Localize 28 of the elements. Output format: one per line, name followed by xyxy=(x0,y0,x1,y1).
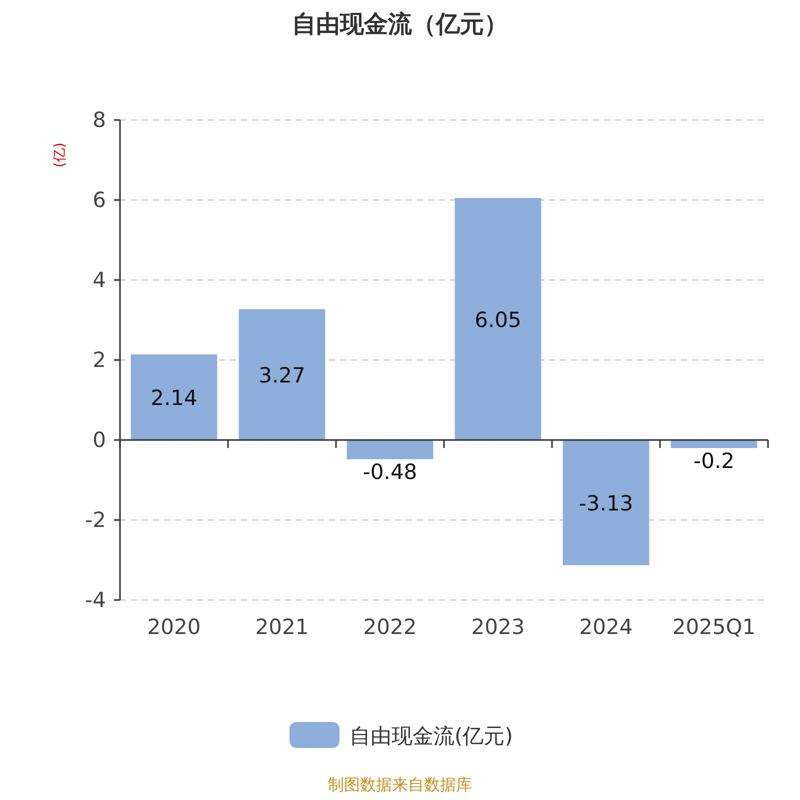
x-tick-label: 2022 xyxy=(363,615,417,639)
chart-title: 自由现金流（亿元） xyxy=(292,10,508,38)
x-tick-label: 2020 xyxy=(147,615,201,639)
y-tick-label: 4 xyxy=(92,268,106,292)
bar xyxy=(454,198,542,440)
data-label: -0.48 xyxy=(362,460,418,484)
bar xyxy=(238,309,326,440)
data-label: -0.2 xyxy=(694,449,734,473)
bar xyxy=(562,440,650,566)
y-tick-label: 2 xyxy=(92,348,106,372)
bar xyxy=(130,354,218,440)
data-label: 2.14 xyxy=(150,386,198,410)
y-tick-label: -4 xyxy=(85,588,106,612)
x-tick-label: 2024 xyxy=(579,615,633,639)
x-tick-label: 2023 xyxy=(471,615,525,639)
legend-label: 自由现金流(亿元) xyxy=(350,724,513,748)
x-tick-label: 2025Q1 xyxy=(672,615,756,639)
data-label: 3.27 xyxy=(258,364,306,388)
data-label: -3.13 xyxy=(578,492,634,516)
text: 制图数据来自数据库 xyxy=(328,775,472,794)
y-tick-label: -2 xyxy=(85,508,106,532)
y-tick-label: 8 xyxy=(92,108,106,132)
x-tick-label: 2021 xyxy=(255,615,309,639)
data-label: 6.05 xyxy=(474,308,522,332)
y-tick-label: 0 xyxy=(92,428,106,452)
y-axis-title: (亿) xyxy=(52,142,68,168)
y-tick-label: 6 xyxy=(92,188,106,212)
bar xyxy=(346,440,434,460)
